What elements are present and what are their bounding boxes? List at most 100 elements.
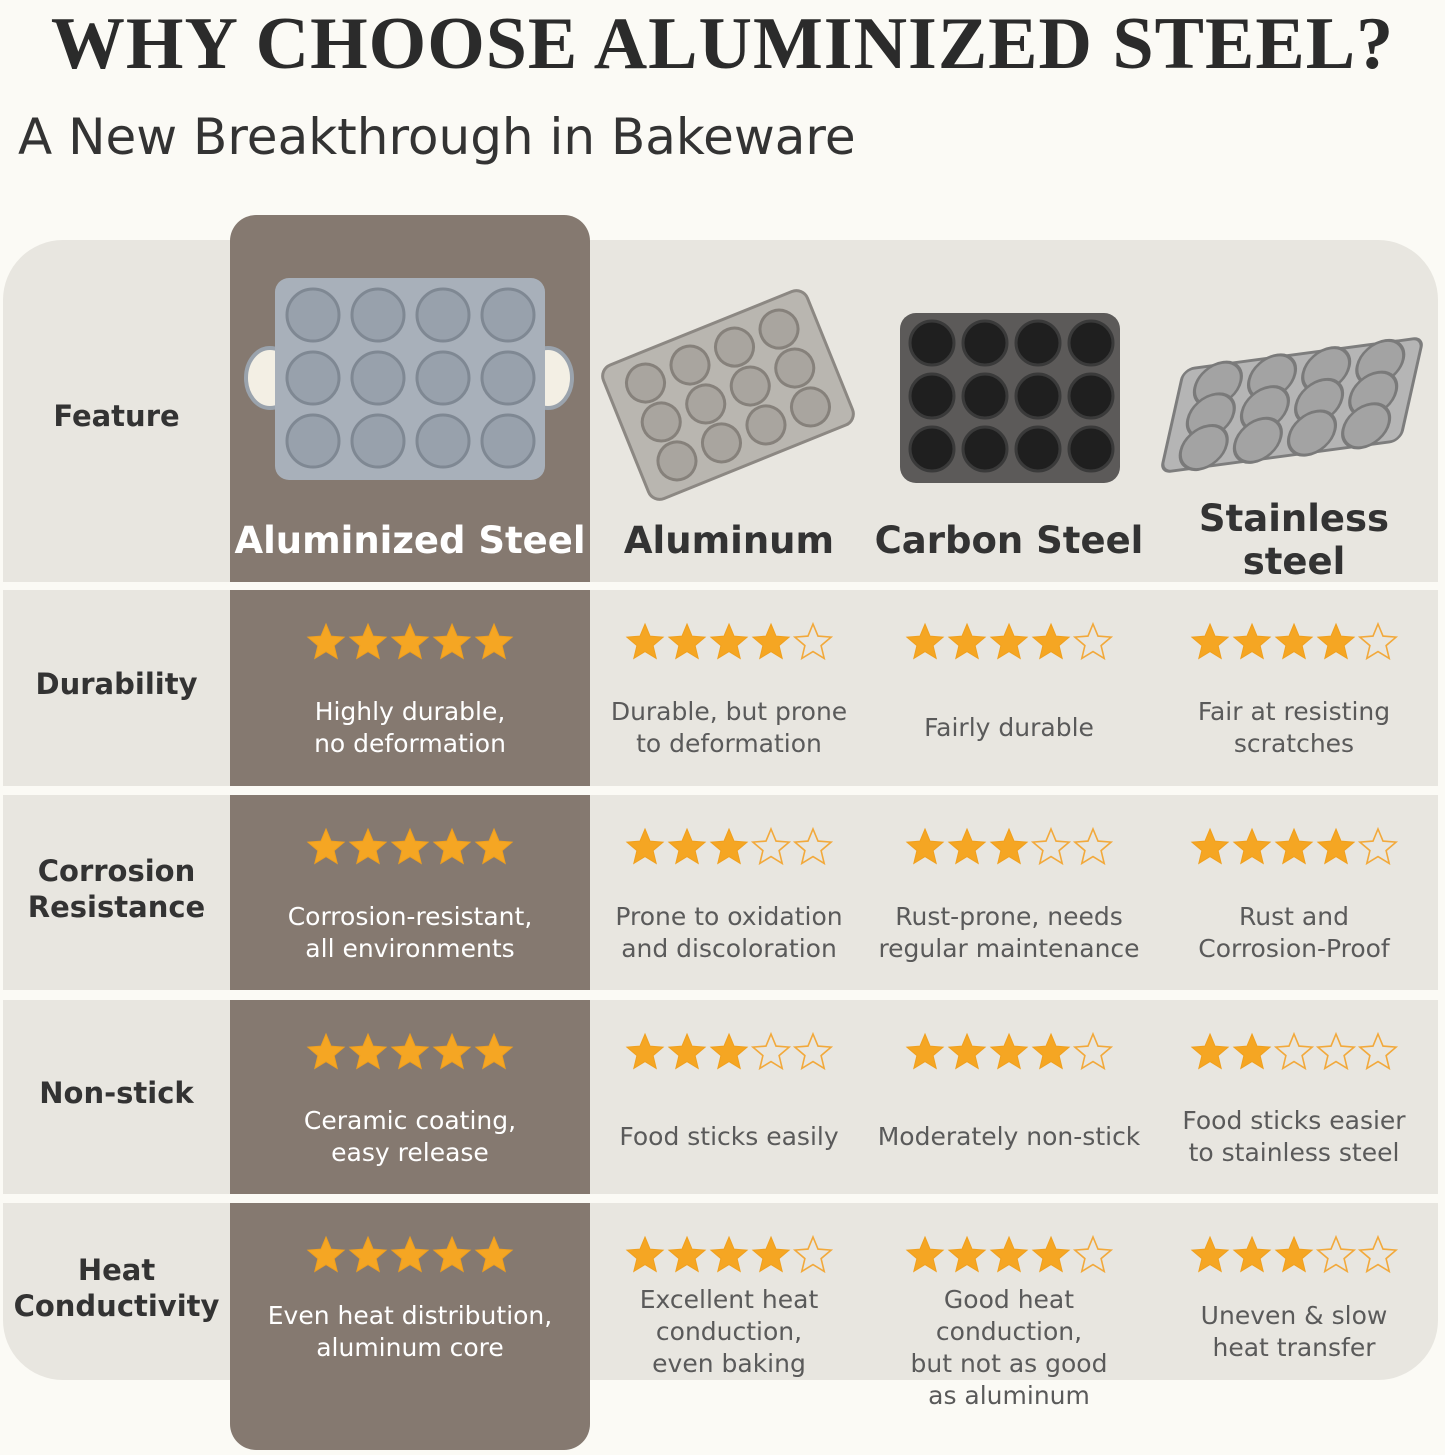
star-filled (709, 827, 749, 865)
feature-label: Non-stick (39, 1076, 194, 1110)
pan-cup (758, 308, 800, 350)
pan-image (900, 313, 1120, 483)
star-filled (1316, 622, 1356, 660)
star-rating (625, 1234, 834, 1274)
pan-cup (1341, 402, 1392, 450)
feature-header: Feature (53, 399, 180, 433)
star-filled (1274, 827, 1314, 865)
star-filled (1232, 1235, 1272, 1273)
note: Fairly durable (924, 713, 1094, 742)
pan-cup (789, 386, 831, 428)
star-filled (1232, 1032, 1272, 1070)
star-rating (1190, 1031, 1399, 1071)
star-empty (1072, 1234, 1114, 1274)
star-filled (905, 827, 945, 865)
star-rating (306, 1235, 514, 1273)
star-filled (625, 1032, 665, 1070)
star-filled (947, 827, 987, 865)
row-separator (0, 990, 1445, 1000)
star-filled (667, 827, 707, 865)
pan-cup (774, 347, 816, 389)
note: Rust and Corrosion-Proof (1198, 901, 1390, 963)
star-filled (1190, 1235, 1230, 1273)
star-filled (306, 827, 346, 865)
pan-cup (350, 350, 406, 406)
star-empty (792, 1031, 834, 1071)
pan-cup (700, 422, 742, 464)
star-filled (905, 1032, 945, 1070)
star-rating (905, 1031, 1114, 1071)
pan-cup (961, 319, 1009, 367)
star-empty (1273, 1031, 1315, 1071)
pan-cup (480, 287, 536, 343)
star-filled (709, 1032, 749, 1070)
pan-cup (669, 344, 711, 386)
star-empty (750, 826, 792, 866)
star-filled (306, 1032, 346, 1070)
star-rating (905, 621, 1114, 661)
star-filled (474, 622, 514, 660)
star-filled (989, 1235, 1029, 1273)
row-separator (0, 786, 1445, 795)
note: Highly durable, no deformation (314, 697, 506, 758)
star-filled (306, 1235, 346, 1273)
star-filled (1232, 827, 1272, 865)
star-rating (1190, 1234, 1399, 1274)
star-empty (792, 1234, 834, 1274)
pan-cup (1286, 409, 1337, 457)
pan-cup (1178, 424, 1229, 472)
star-rating (1190, 621, 1399, 661)
pan-cup (729, 365, 771, 407)
pan-cup (745, 404, 787, 446)
pan-cup (285, 287, 341, 343)
star-rating (625, 621, 834, 661)
star-filled (947, 1235, 987, 1273)
star-empty (1072, 1031, 1114, 1071)
star-filled (667, 1235, 707, 1273)
star-filled (1031, 1235, 1071, 1273)
star-filled (625, 827, 665, 865)
star-filled (348, 827, 388, 865)
star-filled (1190, 1032, 1230, 1070)
pan-images (244, 278, 1423, 501)
star-rating (306, 1032, 514, 1070)
star-empty (1357, 621, 1399, 661)
pan-cup (350, 287, 406, 343)
star-filled (1274, 1235, 1314, 1273)
note: Uneven & slow heat transfer (1200, 1301, 1388, 1362)
star-filled (989, 622, 1029, 660)
star-filled (989, 1032, 1029, 1070)
star-filled (751, 622, 791, 660)
star-filled (390, 827, 430, 865)
star-filled (1316, 827, 1356, 865)
star-filled (667, 622, 707, 660)
pan-image (244, 278, 574, 480)
star-filled (432, 827, 472, 865)
star-filled (1031, 1032, 1071, 1070)
star-empty (1030, 826, 1072, 866)
star-empty (750, 1031, 792, 1071)
star-filled (625, 622, 665, 660)
pan-image (601, 289, 855, 501)
column-header: Stainless steel (1198, 497, 1390, 583)
star-empty (1357, 1234, 1399, 1274)
star-filled (390, 1032, 430, 1070)
star-rating (905, 1234, 1114, 1274)
star-filled (905, 1235, 945, 1273)
pan-cup (350, 413, 406, 469)
star-empty (1315, 1234, 1357, 1274)
pan-cup (1067, 425, 1115, 473)
pan-cup (908, 372, 956, 420)
column-header: Carbon Steel (874, 518, 1144, 562)
star-empty (792, 826, 834, 866)
star-filled (1190, 827, 1230, 865)
star-filled (989, 827, 1029, 865)
star-rating (306, 827, 514, 865)
note: Excellent heat conduction, even baking (639, 1285, 819, 1378)
star-rating (306, 622, 514, 660)
star-rating (1190, 826, 1399, 866)
pan-cup (415, 287, 471, 343)
star-empty (792, 621, 834, 661)
star-filled (751, 1235, 791, 1273)
